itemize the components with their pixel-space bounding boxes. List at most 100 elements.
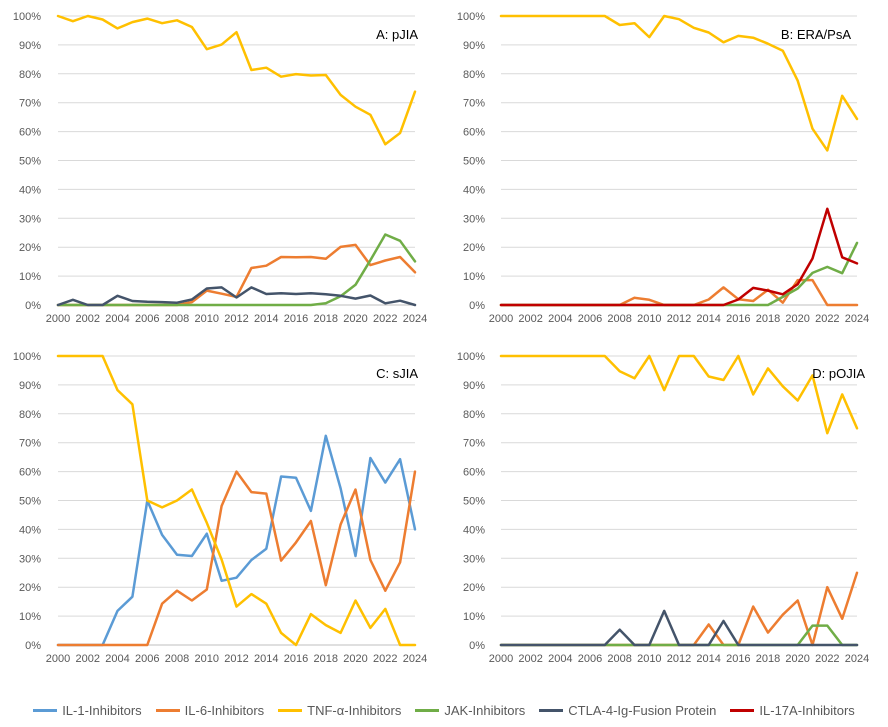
- y-tick-label: 100%: [457, 11, 485, 23]
- y-tick-label: 40%: [463, 524, 485, 536]
- chart-panel-3: 0% 10% 20% 30% 40% 50% 60% 70% 80% 90% 100% 2000 200…: [13, 351, 427, 665]
- y-tick-label: 100%: [13, 351, 41, 363]
- x-tick-label: 2008: [607, 653, 631, 665]
- x-tick-label: 2002: [76, 653, 100, 665]
- y-tick-label: 60%: [463, 467, 485, 479]
- series-line: [56, 233, 417, 307]
- y-tick-label: 80%: [19, 69, 41, 81]
- y-tick-label: 40%: [19, 184, 41, 196]
- legend-swatch: [415, 709, 440, 712]
- x-tick-label: 2008: [165, 313, 189, 325]
- y-tick-label: 30%: [19, 553, 41, 565]
- x-tick-label: 2002: [518, 313, 542, 325]
- x-tick-label: 2018: [314, 313, 338, 325]
- x-tick-label: 2006: [578, 313, 602, 325]
- y-tick-label: 70%: [19, 438, 41, 450]
- x-tick-label: 2010: [195, 313, 219, 325]
- series-line: [499, 609, 859, 647]
- x-tick-label: 2006: [135, 653, 159, 665]
- x-tick-label: 2014: [254, 653, 278, 665]
- y-tick-label: 30%: [19, 213, 41, 225]
- y-tick-label: 80%: [463, 409, 485, 421]
- legend-swatch: [278, 709, 303, 712]
- legend-label: CTLA-4-Ig-Fusion Protein: [568, 703, 717, 718]
- series-line: [499, 354, 859, 435]
- x-tick-label: 2024: [403, 653, 427, 665]
- y-tick-label: 70%: [463, 438, 485, 450]
- y-tick-label: 80%: [463, 69, 485, 81]
- y-tick-label: 20%: [463, 582, 485, 594]
- x-tick-label: 2020: [785, 653, 809, 665]
- y-tick-label: 100%: [13, 11, 41, 23]
- legend-item: IL-6-Inhibitors: [155, 703, 264, 718]
- y-tick-label: 60%: [19, 467, 41, 479]
- x-tick-label: 2006: [578, 653, 602, 665]
- y-tick-label: 10%: [463, 271, 485, 283]
- y-tick-label: 20%: [19, 242, 41, 254]
- legend-swatch: [539, 709, 564, 712]
- y-tick-label: 10%: [19, 611, 41, 623]
- y-tick-label: 50%: [19, 496, 41, 508]
- x-tick-label: 2000: [489, 313, 513, 325]
- y-tick-label: 50%: [463, 156, 485, 168]
- legend-item: JAK-Inhibitors: [415, 703, 525, 718]
- x-tick-label: 2004: [105, 313, 129, 325]
- series-line: [499, 571, 859, 647]
- legend-item: IL-1-Inhibitors: [33, 703, 142, 718]
- x-tick-label: 2000: [489, 653, 513, 665]
- x-tick-label: 2016: [284, 653, 308, 665]
- legend-label: IL-1-Inhibitors: [62, 703, 142, 718]
- y-tick-label: 90%: [463, 40, 485, 52]
- y-tick-label: 40%: [463, 184, 485, 196]
- y-tick-label: 10%: [19, 271, 41, 283]
- x-tick-label: 2002: [76, 313, 100, 325]
- x-tick-label: 2012: [224, 313, 248, 325]
- x-tick-label: 2016: [284, 313, 308, 325]
- series-line: [499, 14, 859, 152]
- x-tick-label: 2004: [105, 653, 129, 665]
- x-tick-label: 2002: [518, 653, 542, 665]
- y-tick-label: 60%: [463, 127, 485, 139]
- legend-item: TNF-α-Inhibitors: [278, 703, 401, 718]
- x-tick-label: 2020: [343, 313, 367, 325]
- y-tick-label: 20%: [19, 582, 41, 594]
- x-tick-label: 2012: [224, 653, 248, 665]
- y-tick-label: 50%: [19, 156, 41, 168]
- legend-swatch: [730, 709, 755, 712]
- x-tick-label: 2004: [548, 653, 572, 665]
- x-tick-label: 2010: [637, 313, 661, 325]
- series-line: [56, 434, 417, 647]
- y-tick-label: 30%: [463, 213, 485, 225]
- legend-label: JAK-Inhibitors: [444, 703, 526, 718]
- x-tick-label: 2016: [726, 653, 750, 665]
- chart-legend: IL-1-Inhibitors IL-6-Inhibitors TNF-α-Inhi…: [0, 703, 888, 718]
- x-tick-label: 2006: [135, 313, 159, 325]
- x-tick-label: 2022: [373, 653, 397, 665]
- chart-panel-2: 0% 10% 20% 30% 40% 50% 60% 70% 80% 90% 100% 2000 200…: [457, 11, 869, 325]
- x-tick-label: 2010: [637, 653, 661, 665]
- legend-label: IL-17A-Inhibitors: [759, 703, 855, 718]
- x-tick-label: 2004: [548, 313, 572, 325]
- x-tick-label: 2014: [696, 313, 720, 325]
- legend-item: CTLA-4-Ig-Fusion Protein: [539, 703, 716, 718]
- y-tick-label: 80%: [19, 409, 41, 421]
- x-tick-label: 2008: [607, 313, 631, 325]
- y-tick-label: 70%: [19, 98, 41, 110]
- y-tick-label: 70%: [463, 98, 485, 110]
- x-tick-label: 2000: [46, 313, 70, 325]
- panel-title: C: sJIA: [376, 366, 418, 381]
- panel-title: A: pJIA: [376, 27, 418, 42]
- x-tick-label: 2016: [726, 313, 750, 325]
- chart-figure: 0% 10% 20% 30% 40% 50% 60% 70% 80% 90% 100% 2000 200…: [13, 11, 869, 665]
- y-tick-label: 90%: [19, 40, 41, 52]
- y-tick-label: 90%: [19, 380, 41, 392]
- x-tick-label: 2024: [403, 313, 427, 325]
- x-tick-label: 2022: [815, 653, 839, 665]
- x-tick-label: 2018: [756, 653, 780, 665]
- y-tick-label: 50%: [463, 496, 485, 508]
- y-tick-label: 40%: [19, 524, 41, 536]
- x-tick-label: 2020: [343, 653, 367, 665]
- x-tick-label: 2024: [845, 313, 869, 325]
- series-line: [499, 207, 859, 307]
- x-tick-label: 2022: [373, 313, 397, 325]
